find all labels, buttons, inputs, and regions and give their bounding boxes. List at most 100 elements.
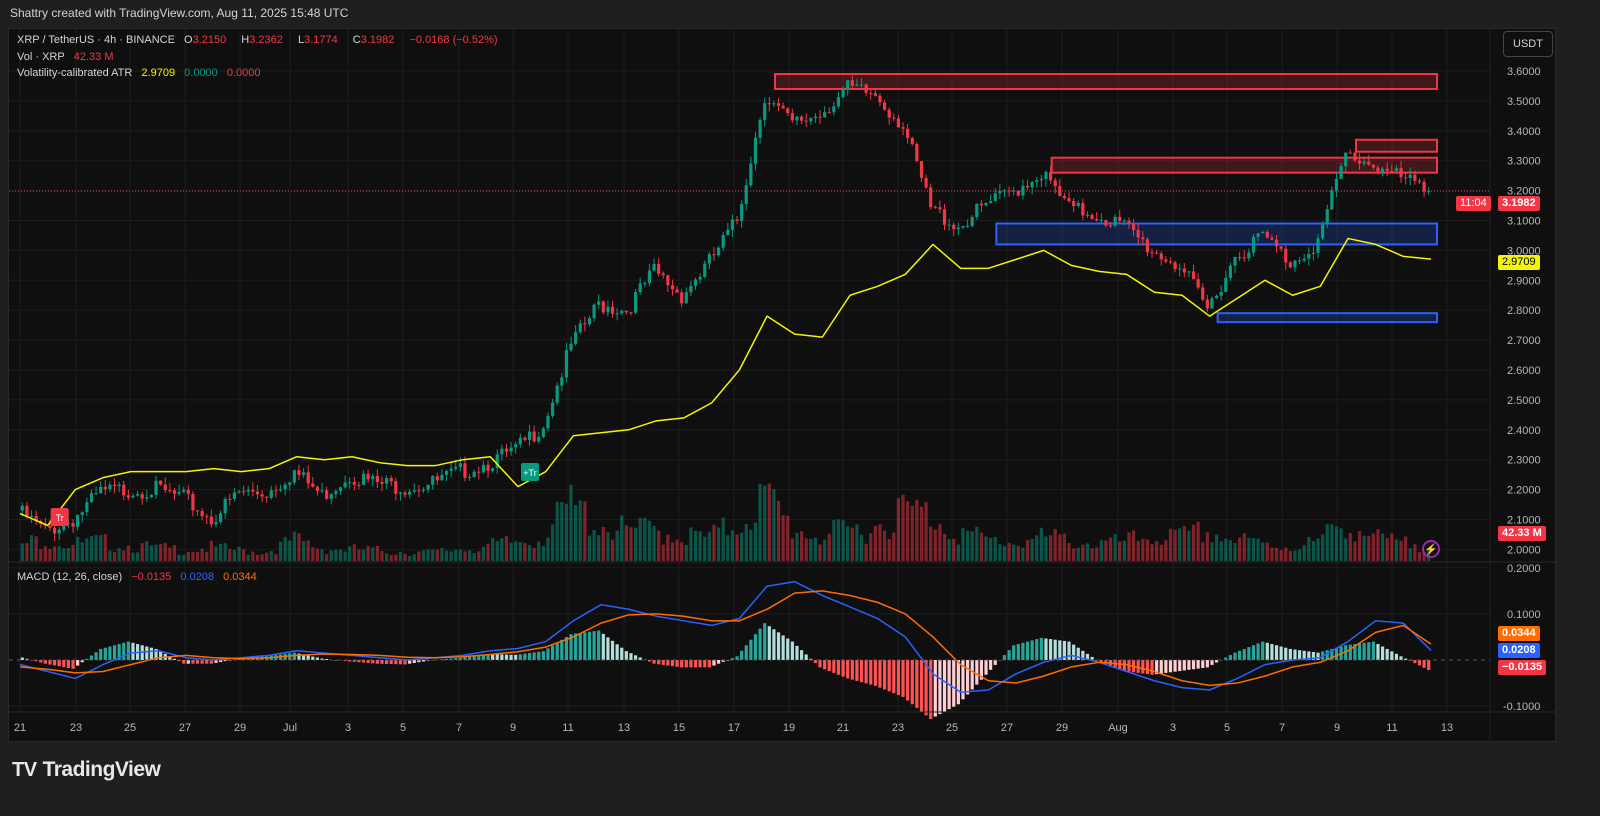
volume-bar [730, 530, 735, 561]
candle [186, 489, 190, 494]
atr-label[interactable]: Volatility-calibrated ATR [17, 67, 133, 79]
macd-histogram-bar [832, 660, 836, 673]
volume-label[interactable]: Vol · XRP [17, 51, 65, 63]
macd-histogram-bar [661, 660, 665, 665]
macd-histogram-bar [767, 626, 771, 660]
macd-histogram-bar [48, 660, 52, 665]
demand-zone [995, 222, 1438, 246]
candle [278, 489, 283, 491]
candle [758, 119, 762, 138]
macd-histogram-bar [1417, 660, 1422, 666]
candle [352, 482, 356, 485]
macd-histogram-bar [89, 655, 94, 660]
volume-bar [1238, 537, 1242, 561]
volume-bar [578, 500, 582, 561]
volume-bar [979, 532, 984, 561]
candle [265, 496, 269, 498]
volume-bar [1367, 535, 1371, 561]
volume-bar [25, 543, 29, 561]
high-label: H [241, 34, 250, 46]
volume-bar [255, 554, 260, 561]
volume-bar [1284, 547, 1288, 561]
candle [301, 472, 306, 475]
volume-bar [463, 551, 467, 561]
volume-bar [818, 544, 822, 561]
candle [334, 491, 338, 495]
candle [311, 483, 315, 487]
volume-bar [809, 538, 813, 561]
volume-bar [338, 549, 343, 561]
macd-histogram-bar [214, 660, 218, 663]
macd-histogram-bar [149, 647, 154, 660]
candle [1390, 170, 1394, 172]
time-tick-label: 23 [70, 722, 82, 734]
currency-button[interactable]: USDT [1503, 31, 1553, 57]
candle [781, 105, 785, 109]
candle [901, 127, 905, 129]
volume-bar [942, 533, 947, 561]
volume-bar [80, 542, 84, 561]
volume-bar [1178, 528, 1182, 561]
macd-histogram-bar [1399, 656, 1403, 660]
candle [965, 226, 970, 228]
macd-histogram-bar [29, 660, 34, 661]
candle [214, 522, 218, 525]
volume-bar [431, 549, 435, 561]
volume-bar [965, 530, 970, 561]
candle [1279, 246, 1283, 249]
volume-bar [191, 552, 195, 561]
volume-bar [1404, 536, 1408, 561]
volume-bar [1182, 526, 1186, 561]
price-tick-label: 3.2000 [1507, 186, 1541, 198]
candle [228, 498, 232, 500]
candle [205, 516, 209, 518]
signal-marker [521, 463, 539, 481]
volume-bar [122, 550, 126, 561]
volume-legend: Vol · XRP 42.33 M [17, 51, 120, 63]
macd-histogram-bar [1261, 641, 1265, 660]
supply-zone [1355, 138, 1438, 153]
volume-bar [527, 544, 532, 561]
volume-bar [855, 524, 859, 561]
volume-bar [1205, 532, 1209, 561]
macd-hist-value: −0.0135 [131, 571, 172, 583]
volume-bar [71, 544, 75, 561]
atr-legend: Volatility-calibrated ATR 2.9709 0.0000 … [17, 67, 267, 79]
candle [1159, 253, 1163, 260]
macd-histogram-bar [716, 660, 721, 664]
change-value: −0.0168 (−0.52%) [409, 34, 498, 46]
candle [1288, 262, 1292, 268]
candle [1039, 179, 1043, 181]
volume-bar [444, 550, 449, 561]
atr-tag: 2.9709 [1498, 255, 1540, 270]
candle [1085, 214, 1090, 216]
macd-label[interactable]: MACD (12, 26, close) [17, 571, 123, 583]
tradingview-logo[interactable]: TV TradingView [12, 758, 161, 782]
macd-histogram-bar [76, 660, 80, 666]
price-tick-label: 2.1000 [1507, 515, 1541, 527]
volume-bar [952, 538, 956, 561]
macd-histogram-bar [1210, 660, 1214, 665]
symbol-title[interactable]: XRP / TetherUS · 4h · BINANCE [17, 34, 175, 46]
candle [444, 471, 449, 475]
volume-bar [924, 502, 928, 561]
candle [776, 103, 781, 106]
volume-bar [675, 539, 679, 561]
macd-histogram-bar [924, 660, 928, 716]
price-tick-label: 3.5000 [1507, 96, 1541, 108]
volume-bar [735, 534, 739, 561]
candle [495, 454, 499, 469]
volume-bar [426, 549, 430, 561]
macd-histogram-bar [1196, 660, 1200, 669]
lightning-icon[interactable]: ⚡ [1422, 540, 1440, 558]
volume-bar [472, 552, 476, 561]
macd-histogram-bar [518, 654, 522, 660]
candle [583, 323, 587, 325]
candle [172, 490, 177, 494]
candle [1150, 252, 1154, 254]
chart-panel[interactable] [8, 28, 1556, 742]
volume-bar [1021, 547, 1025, 561]
macd-histogram-bar [989, 660, 993, 670]
time-tick-label: 17 [728, 722, 740, 734]
